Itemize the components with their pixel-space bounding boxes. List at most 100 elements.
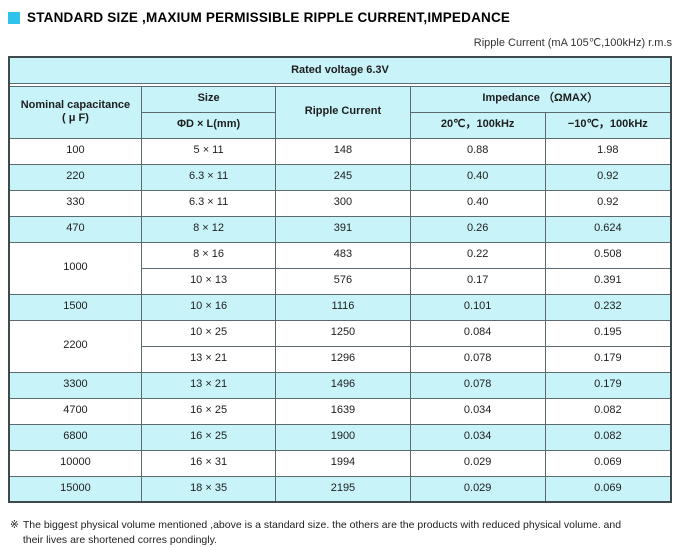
header-size: Size <box>140 85 277 113</box>
cell-capacitance: 220 <box>8 163 142 191</box>
cell-impedance-20c: 0.029 <box>409 475 546 503</box>
cell-ripple-current: 148 <box>275 137 411 165</box>
header-capacitance-line1: Nominal capacitance <box>20 98 131 111</box>
table-row: 3300 13 × 21 1496 0.078 0.179 <box>8 371 672 399</box>
header-capacitance: Nominal capacitance ( μ F) <box>8 85 142 139</box>
cell-ripple-current: 1994 <box>275 449 411 477</box>
table-row: 10 × 13 576 0.17 0.391 <box>9 267 672 295</box>
table-row: 1500 10 × 16 1116 0.101 0.232 <box>8 293 672 321</box>
footnote-line1: The biggest physical volume mentioned ,a… <box>22 519 622 531</box>
cell-impedance-minus10c: 0.082 <box>544 423 672 451</box>
table-row: 220 6.3 × 11 245 0.40 0.92 <box>8 163 672 191</box>
cell-impedance-minus10c: 0.92 <box>544 189 672 217</box>
cell-capacitance: 470 <box>8 215 142 243</box>
cell-size: 16 × 25 <box>140 397 277 425</box>
cell-capacitance: 10000 <box>8 449 142 477</box>
table-row: 470 8 × 12 391 0.26 0.624 <box>8 215 672 243</box>
table-row: 100 5 × 11 148 0.88 1.98 <box>8 137 672 165</box>
table-row: 2200 10 × 25 1250 0.084 0.195 <box>8 319 672 373</box>
ripple-current-note: Ripple Current (mA 105℃,100kHz) r.m.s <box>473 37 672 49</box>
cell-size: 16 × 25 <box>140 423 277 451</box>
header-impedance-20c: 20℃，100kHz <box>409 111 546 139</box>
header-size-dims: ΦD × L(mm) <box>140 111 277 139</box>
footnote-marker: ※ <box>10 519 19 531</box>
section-title-row: STANDARD SIZE ,MAXIUM PERMISSIBLE RIPPLE… <box>8 10 672 25</box>
header-impedance-group: Impedance （ΩMAX） <box>409 85 672 113</box>
cell-impedance-20c: 0.034 <box>409 423 546 451</box>
cell-ripple-current: 483 <box>275 241 411 269</box>
cell-capacitance: 1500 <box>8 293 142 321</box>
table-row: 13 × 21 1296 0.078 0.179 <box>9 345 672 373</box>
cell-impedance-20c: 0.084 <box>409 319 546 347</box>
cell-capacitance: 4700 <box>8 397 142 425</box>
cell-ripple-current: 1496 <box>275 371 411 399</box>
cell-impedance-minus10c: 0.92 <box>544 163 672 191</box>
cell-impedance-minus10c: 0.179 <box>544 371 672 399</box>
cell-size: 6.3 × 11 <box>140 163 277 191</box>
cell-capacitance: 100 <box>8 137 142 165</box>
rated-voltage-banner: Rated voltage 6.3V <box>8 56 672 84</box>
cell-ripple-current: 1639 <box>275 397 411 425</box>
table-body: Rated voltage 6.3V Nominal capacitance (… <box>8 56 672 503</box>
cell-capacitance: 3300 <box>8 371 142 399</box>
header-capacitance-line2: ( μ F) <box>62 112 89 124</box>
cell-impedance-20c: 0.101 <box>409 293 546 321</box>
cell-impedance-minus10c: 1.98 <box>544 137 672 165</box>
cell-impedance-minus10c: 0.069 <box>544 475 672 503</box>
cell-impedance-minus10c: 0.232 <box>544 293 672 321</box>
cell-impedance-20c: 0.26 <box>409 215 546 243</box>
footnote: ※ The biggest physical volume mentioned … <box>10 518 672 547</box>
cell-impedance-20c: 0.034 <box>409 397 546 425</box>
cell-impedance-minus10c: 0.508 <box>544 241 672 269</box>
cell-impedance-20c: 0.22 <box>409 241 546 269</box>
cell-ripple-current: 391 <box>275 215 411 243</box>
cell-size: 13 × 21 <box>140 371 277 399</box>
cell-size: 8 × 16 <box>140 241 277 269</box>
header-row-1: Nominal capacitance ( μ F) Size Ripple C… <box>8 85 672 139</box>
cell-size: 5 × 11 <box>140 137 277 165</box>
cell-size: 6.3 × 11 <box>140 189 277 217</box>
cell-capacitance: 15000 <box>8 475 142 503</box>
cell-size: 10 × 25 <box>140 319 277 347</box>
section-bullet-icon <box>8 11 20 24</box>
cell-ripple-current: 300 <box>275 189 411 217</box>
table-row: 1000 8 × 16 483 0.22 0.508 <box>8 241 672 295</box>
cell-impedance-20c: 0.88 <box>409 137 546 165</box>
spec-table: Rated voltage 6.3V Nominal capacitance (… <box>8 56 672 503</box>
cell-ripple-current: 1116 <box>275 293 411 321</box>
cell-capacitance: 330 <box>8 189 142 217</box>
cell-impedance-20c: 0.17 <box>409 267 546 295</box>
cell-ripple-current: 1900 <box>275 423 411 451</box>
cell-impedance-20c: 0.078 <box>409 345 546 373</box>
cell-impedance-minus10c: 0.195 <box>544 319 672 347</box>
cell-capacitance: 1000 <box>8 241 142 295</box>
cell-ripple-current: 1250 <box>275 319 411 347</box>
cell-size: 8 × 12 <box>140 215 277 243</box>
section-title: STANDARD SIZE ,MAXIUM PERMISSIBLE RIPPLE… <box>27 10 511 25</box>
table-row: 4700 16 × 25 1639 0.034 0.082 <box>8 397 672 425</box>
cell-impedance-20c: 0.40 <box>409 189 546 217</box>
table-row: 6800 16 × 25 1900 0.034 0.082 <box>8 423 672 451</box>
cell-impedance-minus10c: 0.069 <box>544 449 672 477</box>
table-row: 330 6.3 × 11 300 0.40 0.92 <box>8 189 672 217</box>
footnote-text: The biggest physical volume mentioned ,a… <box>23 518 621 547</box>
header-ripple-current: Ripple Current <box>275 85 411 139</box>
cell-size: 18 × 35 <box>140 475 277 503</box>
cell-impedance-minus10c: 0.082 <box>544 397 672 425</box>
cell-capacitance: 6800 <box>8 423 142 451</box>
cell-ripple-current: 1296 <box>275 345 411 373</box>
banner-row: Rated voltage 6.3V <box>8 56 672 84</box>
cell-capacitance: 2200 <box>8 319 142 373</box>
cell-impedance-20c: 0.078 <box>409 371 546 399</box>
cell-impedance-20c: 0.029 <box>409 449 546 477</box>
cell-impedance-minus10c: 0.391 <box>544 267 672 295</box>
cell-ripple-current: 576 <box>275 267 411 295</box>
cell-impedance-20c: 0.40 <box>409 163 546 191</box>
header-impedance-minus10c: −10℃，100kHz <box>544 111 672 139</box>
table-row: 10000 16 × 31 1994 0.029 0.069 <box>8 449 672 477</box>
cell-size: 13 × 21 <box>140 345 277 373</box>
cell-impedance-minus10c: 0.624 <box>544 215 672 243</box>
cell-size: 10 × 13 <box>140 267 277 295</box>
cell-ripple-current: 245 <box>275 163 411 191</box>
